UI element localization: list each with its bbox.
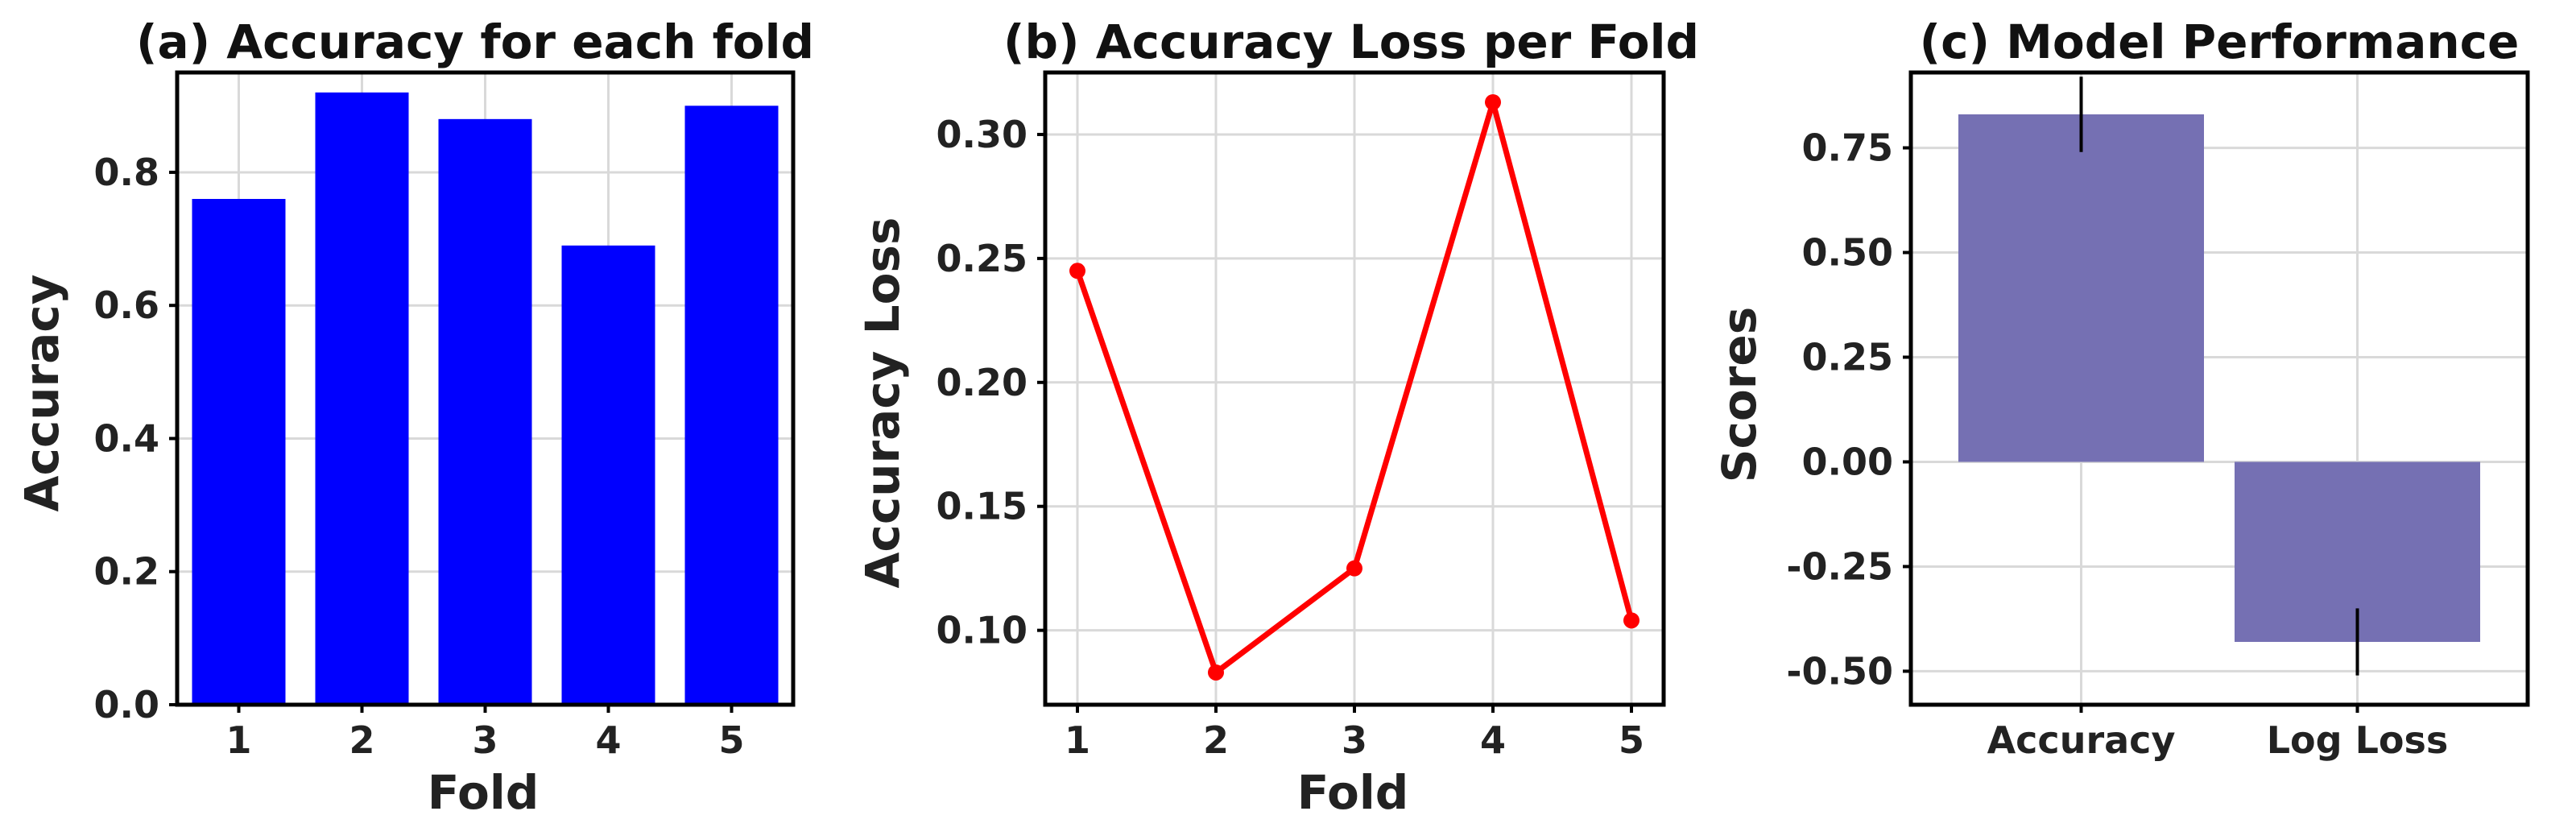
panel-c-ylabel: Scores bbox=[1712, 307, 1767, 482]
bar-4 bbox=[561, 245, 655, 705]
panel-a-ylabel: Accuracy bbox=[14, 275, 69, 512]
data-point-fold-5 bbox=[1623, 612, 1639, 629]
x-tick-label: 4 bbox=[1480, 718, 1506, 762]
y-tick-label: 0.4 bbox=[94, 416, 160, 460]
x-tick-label: Log Loss bbox=[2267, 718, 2449, 762]
bar-2 bbox=[315, 92, 409, 705]
y-tick-label: 0.8 bbox=[94, 151, 160, 194]
bar-3 bbox=[438, 118, 532, 705]
x-tick-label: Accuracy bbox=[1987, 718, 2176, 762]
data-point-fold-2 bbox=[1208, 664, 1224, 681]
y-tick-label: 0.25 bbox=[937, 237, 1028, 280]
panel-c-model-performance: (c) Model Performance Scores -0.50 -0.25 0… bbox=[1712, 14, 2530, 762]
bar-1 bbox=[192, 199, 286, 705]
y-tick-label: 0.15 bbox=[937, 485, 1028, 528]
y-tick-label: 0.75 bbox=[1802, 126, 1894, 170]
axes-frame bbox=[1908, 70, 2530, 707]
x-tick-label: 5 bbox=[718, 718, 744, 762]
panel-a-title: (a) Accuracy for each fold bbox=[136, 14, 814, 69]
y-tick-label: -0.50 bbox=[1786, 649, 1893, 693]
panel-b-xlabel: Fold bbox=[1297, 765, 1409, 820]
bar-5 bbox=[684, 106, 779, 705]
panel-b-ylabel: Accuracy Loss bbox=[855, 217, 910, 589]
x-tick-label: 1 bbox=[1065, 718, 1090, 762]
y-tick-label: -0.25 bbox=[1786, 544, 1893, 588]
y-tick-label: 0.20 bbox=[937, 361, 1028, 404]
x-tick-label: 2 bbox=[349, 718, 374, 762]
grid bbox=[1045, 72, 1664, 705]
x-tick-label: 3 bbox=[472, 718, 498, 762]
x-tick-label: 1 bbox=[225, 718, 251, 762]
y-tick-label: 0.6 bbox=[94, 283, 160, 327]
data-point-fold-4 bbox=[1485, 93, 1501, 110]
y-tick-label: 0.2 bbox=[94, 550, 160, 594]
y-tick-label: 0.10 bbox=[937, 609, 1028, 652]
y-tick-label: 0.30 bbox=[937, 113, 1028, 156]
panel-c-title: (c) Model Performance bbox=[1920, 14, 2520, 69]
data-point-fold-3 bbox=[1346, 560, 1362, 577]
panel-b-accuracy-loss: (b) Accuracy Loss per Fold Accuracy Loss… bbox=[855, 14, 1699, 820]
x-tick-label: 4 bbox=[595, 718, 621, 762]
y-tick-label: 0.50 bbox=[1802, 231, 1894, 275]
y-tick-label: 0.25 bbox=[1802, 336, 1894, 379]
panel-b-title: (b) Accuracy Loss per Fold bbox=[1003, 14, 1699, 69]
panel-a-accuracy-per-fold: (a) Accuracy for each fold Accuracy Fold… bbox=[14, 14, 814, 820]
x-tick-label: 3 bbox=[1342, 718, 1367, 762]
data-point-fold-1 bbox=[1069, 263, 1085, 279]
y-tick-label: 0.00 bbox=[1802, 440, 1894, 483]
x-tick-label: 5 bbox=[1619, 718, 1644, 762]
x-tick-label: 2 bbox=[1203, 718, 1229, 762]
panel-a-xlabel: Fold bbox=[428, 765, 540, 820]
y-tick-label: 0.0 bbox=[94, 683, 160, 726]
bar-accuracy bbox=[1958, 114, 2204, 462]
